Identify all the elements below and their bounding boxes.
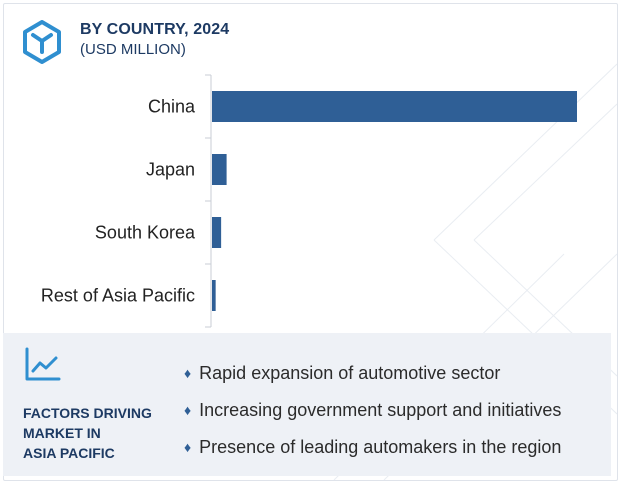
category-label: Rest of Asia Pacific	[41, 286, 195, 306]
factor-text: Rapid expansion of automotive sector	[199, 363, 501, 383]
factor-item: ♦ Presence of leading automakers in the r…	[184, 437, 561, 458]
category-label: South Korea	[95, 223, 196, 243]
factor-text: Increasing government support and initia…	[199, 400, 562, 420]
diamond-bullet-icon: ♦	[184, 402, 192, 418]
factor-item: ♦ Increasing government support and initi…	[184, 400, 561, 421]
category-label: China	[148, 97, 196, 117]
chart-subtitle: (USD MILLION)	[80, 41, 186, 58]
factors-title-line: ASIA PACIFIC	[23, 445, 115, 461]
factors-title-line: MARKET IN	[23, 425, 101, 441]
factors-title-line: FACTORS DRIVING	[23, 405, 152, 421]
bar-chart: China Japan South Korea Rest of Asia Pacifi…	[41, 74, 577, 328]
bar-china	[212, 91, 577, 122]
bar-rest-of-asia-pacific	[212, 280, 216, 311]
chart-title: BY COUNTRY, 2024	[80, 21, 230, 38]
bar-japan	[212, 154, 227, 185]
diamond-bullet-icon: ♦	[184, 365, 192, 381]
factor-text: Presence of leading automakers in the re…	[199, 437, 562, 457]
diamond-bullet-icon: ♦	[184, 439, 192, 455]
cube-logo-icon	[23, 20, 61, 64]
factor-item: ♦ Rapid expansion of automotive sector	[184, 363, 500, 384]
factors-panel: FACTORS DRIVING MARKET IN ASIA PACIFIC	[3, 333, 611, 476]
bar-south-korea	[212, 217, 222, 248]
trend-line-chart-icon	[25, 347, 61, 381]
factors-title: FACTORS DRIVING MARKET IN ASIA PACIFIC	[23, 403, 173, 463]
category-label: Japan	[146, 160, 195, 180]
